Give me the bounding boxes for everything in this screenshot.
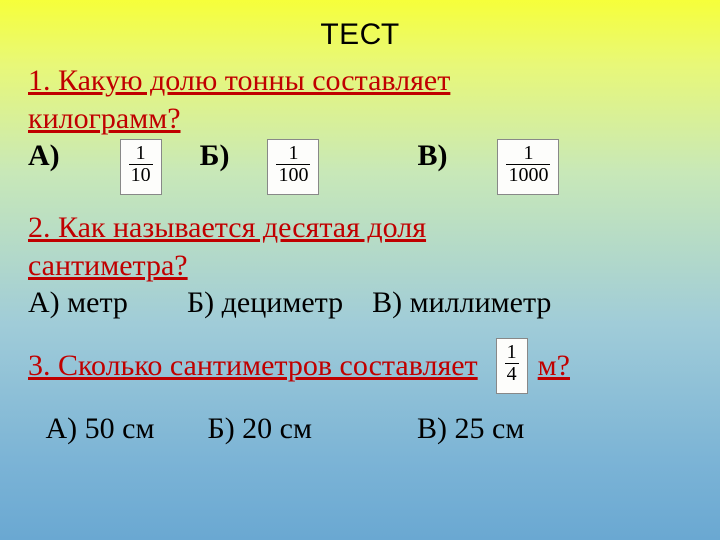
denominator: 4	[505, 364, 519, 385]
numerator: 1	[505, 342, 519, 364]
q3-opt-v: В) 25 см	[417, 412, 524, 445]
numerator: 1	[506, 143, 550, 165]
q1-opt-v-label: В)	[417, 139, 447, 173]
question-3: 3. Сколько сантиметров составляет 1 4 м?…	[28, 338, 692, 446]
q3-suffix: м?	[538, 349, 570, 383]
q3-opt-a: А) 50 см	[46, 412, 155, 445]
q2-opt-v: В) миллиметр	[372, 286, 551, 319]
q1-text: 1. Какую долю тонны составляет килограмм…	[28, 62, 692, 137]
q2-options: А) метр Б) дециметр В) миллиметр	[28, 286, 692, 320]
q3-text: 3. Сколько сантиметров составляет 1 4 м?	[28, 338, 692, 394]
q2-opt-b: Б) дециметр	[187, 286, 343, 319]
q1-line1: 1. Какую долю тонны составляет	[28, 64, 450, 97]
q3-fraction: 1 4	[496, 338, 528, 394]
q3-opt-b: Б) 20 см	[207, 412, 312, 445]
denominator: 1000	[506, 165, 550, 186]
q1-opt-a-label: А)	[28, 139, 60, 173]
q2-line2: сантиметра?	[28, 249, 188, 282]
fraction: 1 10	[129, 143, 153, 186]
fraction: 1 4	[505, 342, 519, 385]
denominator: 100	[276, 165, 310, 186]
fraction: 1 1000	[506, 143, 550, 186]
q1-options: А) 1 10 Б) 1 100 В) 1	[28, 139, 692, 195]
denominator: 10	[129, 165, 153, 186]
q3-options: А) 50 см Б) 20 см В) 25 см	[28, 412, 692, 446]
numerator: 1	[129, 143, 153, 165]
slide: ТЕСТ 1. Какую долю тонны составляет кило…	[0, 0, 720, 446]
q3-prefix: 3. Сколько сантиметров составляет	[28, 349, 478, 383]
q2-text: 2. Как называется десятая доля сантиметр…	[28, 209, 692, 284]
q2-line1: 2. Как называется десятая доля	[28, 211, 426, 244]
q1-line2: килограмм?	[28, 102, 181, 135]
q1-opt-a-fraction: 1 10	[120, 139, 162, 195]
q1-opt-v-fraction: 1 1000	[497, 139, 559, 195]
page-title: ТЕСТ	[28, 18, 692, 52]
question-1: 1. Какую долю тонны составляет килограмм…	[28, 62, 692, 195]
fraction: 1 100	[276, 143, 310, 186]
q1-opt-b-fraction: 1 100	[267, 139, 319, 195]
numerator: 1	[276, 143, 310, 165]
q2-opt-a: А) метр	[28, 286, 128, 319]
question-2: 2. Как называется десятая доля сантиметр…	[28, 209, 692, 320]
q1-opt-b-label: Б)	[200, 139, 230, 173]
